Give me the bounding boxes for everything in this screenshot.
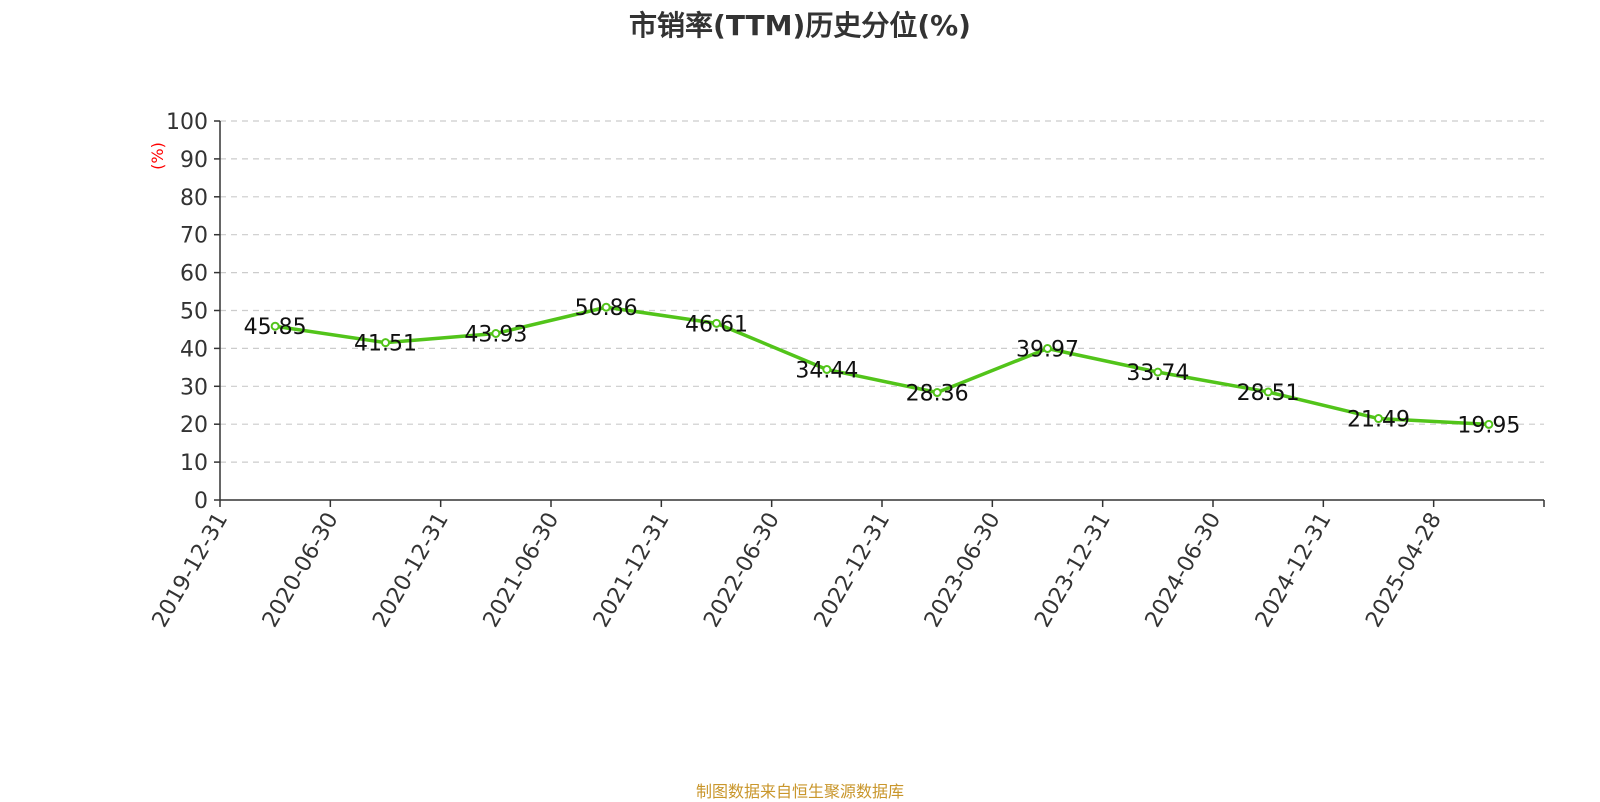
y-tick-label: 10 (180, 451, 208, 476)
data-label: 39.97 (1016, 338, 1079, 363)
x-tick-label: 2022-12-31 (810, 509, 896, 632)
y-tick-label: 20 (180, 413, 208, 438)
data-label: 34.44 (795, 358, 858, 383)
series-group: 45.85 41.51 43.93 50.86 46.61 34.44 28.36 39.97… (244, 296, 1521, 438)
y-tick-label: 0 (194, 489, 208, 514)
x-tick-label: 2024-12-31 (1251, 509, 1337, 632)
data-label: 28.51 (1237, 381, 1300, 406)
x-tick-label: 2019-12-31 (148, 509, 234, 632)
source-note: 制图数据来自恒生聚源数据库 (695, 782, 904, 801)
gridlines (220, 120, 1544, 463)
data-point (822, 364, 832, 374)
y-tick-label: 40 (180, 337, 208, 362)
data-label: 43.93 (464, 323, 527, 348)
data-point (712, 318, 721, 328)
x-ticks: 2019-12-31 2020-06-30 2020-12-31 2021-06-30… (148, 500, 1545, 632)
x-tick-label: 2023-12-31 (1030, 509, 1116, 632)
x-tick-label: 2022-06-30 (699, 509, 785, 632)
y-tick-label: 50 (180, 300, 208, 325)
y-tick-label: 60 (180, 262, 208, 287)
data-label: 41.51 (354, 332, 417, 357)
data-point (1484, 419, 1494, 429)
data-point (601, 302, 611, 312)
x-tick-label: 2021-06-30 (479, 509, 565, 632)
x-tick-label: 2024-06-30 (1141, 509, 1227, 632)
data-label: 28.36 (906, 382, 969, 407)
y-axis-label: (%) (148, 142, 167, 170)
y-tick-label: 30 (180, 375, 208, 400)
data-label: 33.74 (1126, 361, 1189, 386)
data-point (270, 321, 280, 331)
data-point (1374, 414, 1383, 424)
y-tick-label: 70 (180, 224, 208, 249)
data-label: 46.61 (685, 312, 748, 337)
data-point (1263, 387, 1273, 397)
x-tick-label: 2023-06-30 (920, 508, 1006, 631)
data-label: 45.85 (244, 315, 307, 340)
data-point (1043, 344, 1052, 354)
series-line (274, 305, 1489, 427)
data-point (1153, 367, 1163, 377)
y-tick-label: 100 (166, 110, 208, 135)
data-label: 21.49 (1347, 408, 1410, 433)
x-tick-label: 2020-12-31 (368, 508, 454, 631)
data-point (491, 329, 501, 339)
data-point (932, 388, 942, 398)
y-tick-label: 90 (180, 148, 208, 173)
y-ticks: 0 10 20 30 40 50 60 70 80 90 100 (166, 110, 220, 514)
data-label: 50.86 (575, 296, 638, 321)
x-tick-label: 2021-12-31 (589, 509, 675, 632)
data-label: 19.95 (1457, 413, 1520, 438)
x-tick-label: 2020-06-30 (258, 509, 344, 632)
x-tick-label: 2025-04-28 (1361, 509, 1447, 632)
chart-title: 市销率(TTM)历史分位(%) (629, 9, 971, 42)
y-tick-label: 80 (180, 186, 208, 211)
data-point (381, 338, 390, 348)
